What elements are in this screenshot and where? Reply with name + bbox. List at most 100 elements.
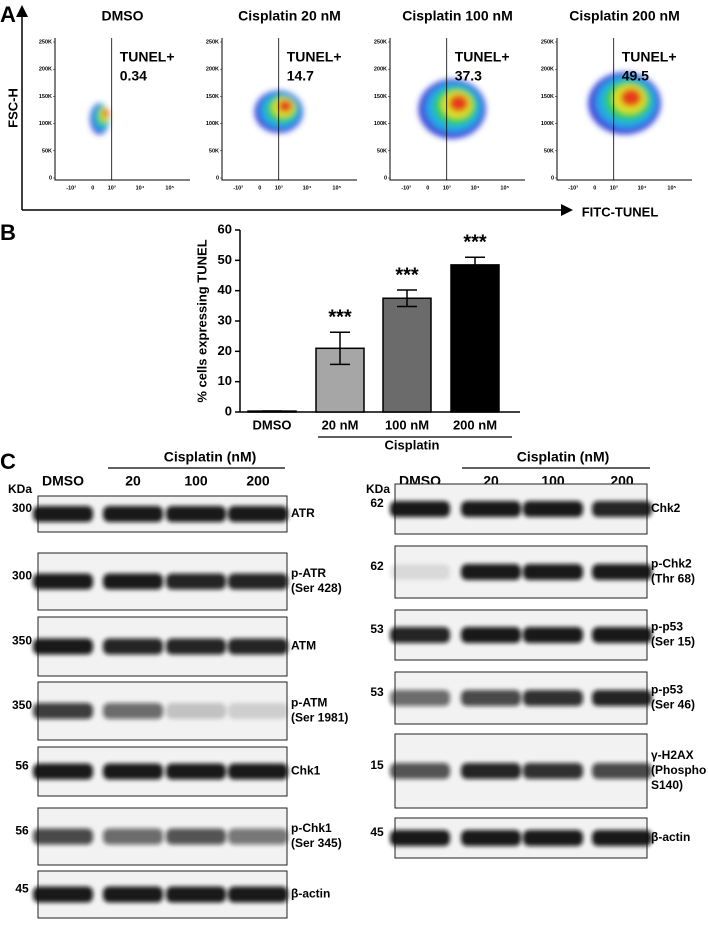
x-tick-label: 10⁴ <box>136 185 145 191</box>
kda-value: 45 <box>370 825 384 839</box>
y-tick-label: 20 <box>218 343 232 358</box>
kda-value: 350 <box>12 634 32 648</box>
x-tick-label: 10⁴ <box>638 185 647 191</box>
density-blob <box>254 90 303 134</box>
y-tick-label: 200K <box>206 67 219 73</box>
protein-label: β-actin <box>291 887 330 901</box>
y-tick-label: 0 <box>551 175 554 181</box>
kda-value: 45 <box>15 882 29 896</box>
x-tick-label: 10⁴ <box>303 185 312 191</box>
x-tick-label: 200 nM <box>453 417 497 432</box>
band <box>166 573 226 590</box>
blot-header: Cisplatin (nM) <box>164 449 257 465</box>
y-tick-label: 0 <box>225 403 232 418</box>
y-tick-label: 50K <box>42 148 52 154</box>
band <box>103 703 163 719</box>
y-tick-label: 0 <box>49 175 52 181</box>
gate-value: 14.7 <box>287 68 314 84</box>
band <box>461 690 521 706</box>
band-group <box>390 690 652 706</box>
gate-label: TUNEL+ <box>622 49 677 65</box>
band <box>166 886 226 903</box>
band <box>33 886 93 903</box>
band-group <box>390 501 652 517</box>
band <box>33 828 93 845</box>
y-tick-label: 150K <box>374 94 387 100</box>
plot-title: DMSO <box>102 8 144 24</box>
protein-label: p-Chk2 <box>651 557 692 571</box>
band <box>166 506 226 522</box>
axis-label: % cells expressing TUNEL <box>194 239 209 402</box>
band <box>103 763 163 780</box>
panel-label: C <box>0 449 16 474</box>
band <box>523 564 583 580</box>
y-tick-label: 50 <box>218 252 232 267</box>
band <box>228 828 288 845</box>
band <box>390 501 450 517</box>
x-tick-label: -10³ <box>66 184 76 191</box>
plot-frame <box>221 38 357 181</box>
protein-label: Chk2 <box>651 501 681 515</box>
blot-header: Cisplatin (nM) <box>517 449 610 465</box>
gate-label: TUNEL+ <box>287 49 342 65</box>
kda-value: 53 <box>370 622 384 636</box>
protein-label: (Ser 15) <box>651 635 695 649</box>
y-tick-label: 0 <box>216 175 219 181</box>
group-label: Cisplatin <box>385 437 440 452</box>
plot-title: Cisplatin 20 nM <box>238 8 341 24</box>
axis-label: FITC-TUNEL <box>582 204 659 219</box>
x-tick-label: 10⁵ <box>165 185 174 191</box>
y-tick-label: 250K <box>39 39 52 45</box>
band <box>390 830 450 846</box>
protein-label: (Ser 428) <box>291 581 342 595</box>
kda-value: 300 <box>12 569 32 583</box>
band-group <box>33 828 288 845</box>
density-layer <box>449 94 469 112</box>
band <box>592 830 652 846</box>
band <box>592 627 652 643</box>
kda-label: KDa <box>366 482 390 496</box>
band-group <box>33 703 288 719</box>
band <box>461 564 521 580</box>
x-tick-label: -10³ <box>233 184 243 191</box>
kda-value: 15 <box>370 758 384 772</box>
protein-label: S140) <box>651 778 683 792</box>
x-tick-label: 0 <box>91 185 94 191</box>
x-tick-label: 10³ <box>610 184 618 191</box>
band <box>592 501 652 517</box>
y-tick-label: 50K <box>209 148 219 154</box>
protein-label: β-actin <box>651 830 690 844</box>
protein-label: (Ser 46) <box>651 698 695 712</box>
y-tick-label: 100K <box>206 121 219 127</box>
band <box>166 763 226 780</box>
band-group <box>33 886 288 903</box>
density-layer <box>620 88 642 107</box>
x-tick-label: 10⁵ <box>667 185 676 191</box>
density-blob <box>90 103 110 135</box>
kda-value: 56 <box>15 759 29 773</box>
band <box>523 501 583 517</box>
significance: *** <box>328 307 352 329</box>
x-tick-label: 10³ <box>443 184 451 191</box>
plot-title: Cisplatin 100 nM <box>402 8 512 24</box>
y-tick-label: 60 <box>218 221 232 236</box>
x-tick-label: 10⁵ <box>500 185 509 191</box>
y-tick-label: 250K <box>374 39 387 45</box>
plot-frame <box>389 38 525 181</box>
band <box>390 627 450 643</box>
protein-label: ATM <box>291 639 316 653</box>
x-tick-label: 20 nM <box>322 417 359 432</box>
bar <box>382 297 432 413</box>
density-layer <box>278 100 292 113</box>
gate-value: 37.3 <box>455 68 482 84</box>
band <box>103 886 163 903</box>
density-blob <box>418 79 486 139</box>
y-tick-label: 200K <box>374 67 387 73</box>
band-group <box>33 506 288 522</box>
band <box>592 763 652 779</box>
band-group <box>390 627 652 643</box>
protein-label: p-ATM <box>291 696 327 710</box>
band <box>166 828 226 845</box>
band <box>33 763 93 780</box>
protein-label: p-p53 <box>651 683 683 697</box>
